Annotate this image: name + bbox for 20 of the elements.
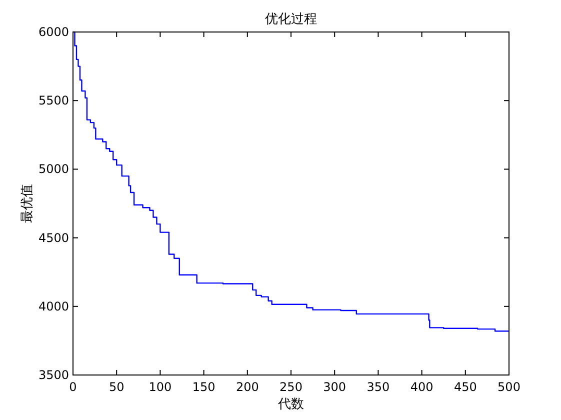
- x-tick-label: 500: [498, 380, 520, 394]
- x-tick-label: 300: [323, 380, 346, 394]
- y-axis-title: 最优值: [20, 184, 35, 223]
- y-tick-label: 4500: [38, 230, 69, 245]
- y-tick-label: 5500: [38, 94, 69, 108]
- x-tick-label: 50: [108, 380, 124, 394]
- x-tick-label: 450: [454, 380, 477, 394]
- y-tick-label: 4000: [38, 299, 69, 314]
- x-tick-label: 100: [148, 380, 172, 394]
- y-tick-label: 6000: [38, 25, 69, 39]
- chart-title: 优化过程: [265, 12, 317, 27]
- x-tick-label: 350: [366, 380, 390, 394]
- x-axis-title: 代数: [277, 397, 304, 412]
- x-tick-label: 150: [192, 380, 216, 394]
- x-tick-label: 250: [280, 380, 302, 394]
- x-tick-label: 0: [69, 380, 77, 394]
- y-tick-label: 3500: [38, 368, 69, 382]
- x-tick-label: 400: [410, 380, 434, 394]
- y-tick-label: 5000: [38, 162, 69, 176]
- x-tick-label: 200: [236, 380, 259, 394]
